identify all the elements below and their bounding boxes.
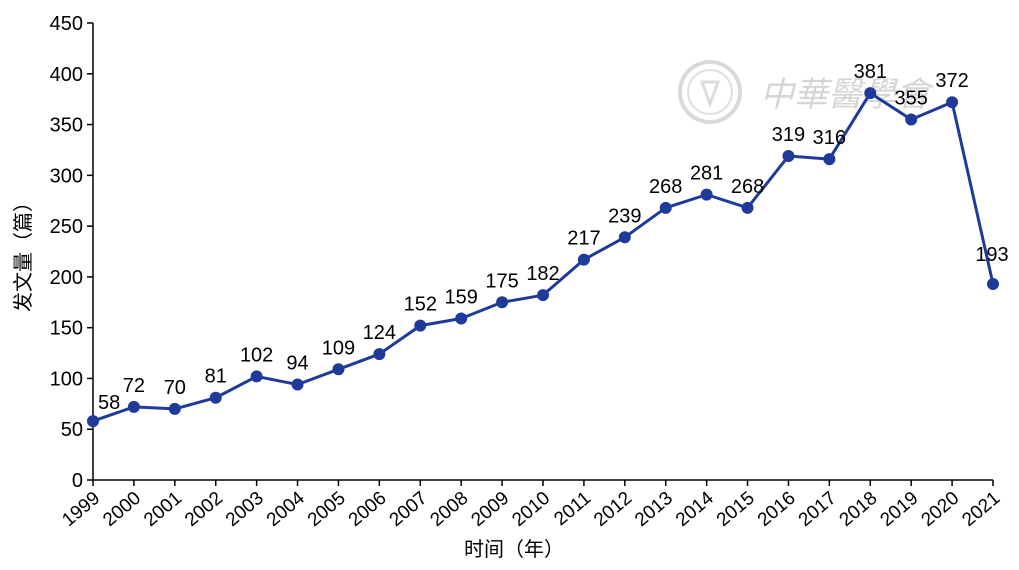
data-point: [455, 312, 468, 325]
data-point: [905, 113, 918, 126]
data-point: [537, 289, 549, 302]
y-tick-label: 100: [50, 368, 83, 390]
data-point: [373, 348, 386, 361]
data-point: [618, 231, 631, 244]
y-tick-label: 50: [61, 419, 83, 441]
data-label: 124: [363, 322, 396, 344]
data-label: 109: [322, 337, 355, 359]
data-label: 94: [286, 353, 308, 375]
data-point: [250, 370, 263, 383]
x-tick-label: 2021: [958, 488, 1004, 531]
data-point: [864, 87, 877, 100]
y-tick-label: 350: [50, 115, 83, 137]
x-tick-label: 2011: [550, 488, 595, 530]
x-tick-label: 2008: [427, 488, 473, 531]
y-tick-label: 450: [50, 13, 83, 35]
data-label: 58: [98, 392, 120, 414]
x-tick-label: 1999: [58, 488, 104, 531]
x-tick-label: 2013: [631, 488, 677, 531]
data-point: [782, 150, 795, 163]
y-tick-label: 200: [50, 267, 83, 289]
data-label: 316: [813, 127, 846, 149]
x-tick-label: 2000: [99, 488, 145, 531]
data-label: 81: [205, 366, 227, 388]
y-axis-title: 发文量（篇）: [11, 192, 35, 312]
data-label: 217: [567, 228, 600, 250]
x-tick-label: 2015: [713, 488, 759, 531]
data-point: [332, 363, 345, 376]
data-label: 159: [444, 287, 477, 309]
data-point: [659, 201, 672, 214]
data-label: 182: [526, 263, 559, 285]
x-tick-label: 2003: [222, 488, 268, 531]
x-tick-label: 2014: [672, 487, 718, 531]
x-axis-title: 时间（年）: [464, 537, 564, 561]
series-marks: [87, 87, 999, 428]
data-label: 70: [164, 377, 186, 399]
data-label: 152: [404, 294, 437, 316]
x-tick-label: 2016: [754, 488, 800, 531]
y-tick-label: 400: [50, 64, 83, 86]
x-tick-label: 2018: [836, 488, 882, 531]
data-point: [741, 201, 754, 214]
x-tick-label: 2006: [345, 488, 391, 531]
y-tick-label: 0: [72, 470, 83, 492]
data-label: 268: [649, 176, 682, 198]
x-tick-label: 2001: [140, 488, 186, 531]
y-tick-label: 250: [50, 216, 83, 238]
data-label: 268: [731, 176, 764, 198]
data-label: 372: [935, 70, 968, 92]
y-tick-label: 300: [50, 165, 83, 187]
data-point: [291, 378, 304, 391]
x-tick-label: 2012: [590, 488, 636, 531]
data-point: [700, 188, 713, 201]
data-point: [209, 391, 222, 404]
data-label: 319: [772, 124, 805, 146]
x-tick-label: 2020: [917, 488, 963, 531]
data-label: 102: [240, 344, 273, 366]
data-point: [127, 400, 140, 413]
x-tick-label: 2004: [263, 487, 309, 531]
watermark: 中華醫學會: [678, 60, 935, 124]
data-point: [87, 415, 99, 428]
data-point: [987, 277, 999, 290]
x-tick-label: 2010: [508, 488, 554, 531]
x-tick-label: 2005: [304, 488, 350, 531]
data-point: [168, 402, 181, 415]
data-label: 193: [975, 244, 1008, 266]
data-point: [946, 96, 959, 109]
x-tick-label: 2002: [181, 488, 227, 531]
data-label: 381: [854, 61, 887, 83]
data-label: 355: [894, 87, 927, 109]
data-point: [414, 319, 427, 332]
x-tick-label: 2007: [386, 488, 432, 531]
data-point: [577, 253, 590, 266]
x-tick-label: 2019: [877, 488, 923, 531]
data-point: [496, 296, 509, 309]
data-label: 239: [608, 205, 641, 227]
x-tick-label: 2017: [795, 488, 841, 531]
series-line: [92, 91, 995, 423]
data-label: 281: [690, 163, 723, 185]
data-point: [823, 153, 836, 166]
data-label: 72: [123, 375, 145, 397]
data-label: 175: [485, 270, 518, 292]
x-tick-label: 2009: [467, 488, 513, 531]
watermark-text: 中華醫學會: [760, 75, 935, 115]
y-tick-label: 150: [50, 318, 83, 340]
watermark-seal: [678, 60, 742, 124]
